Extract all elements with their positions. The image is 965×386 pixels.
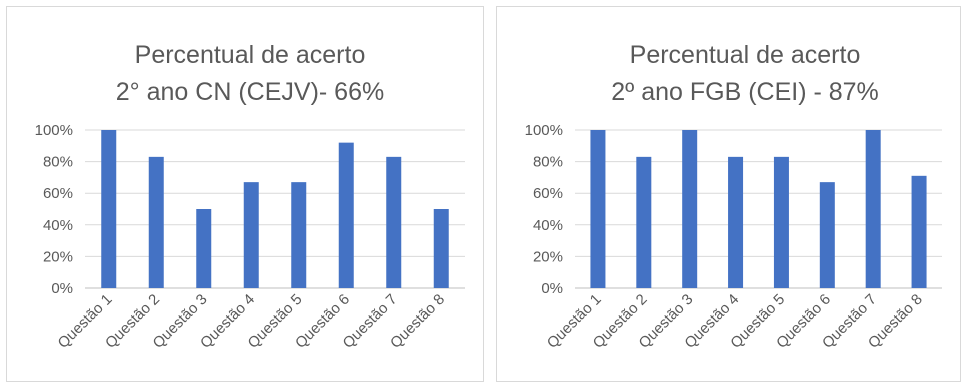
bar-8 (433, 209, 449, 288)
chart-panel-right: Percentual de acerto 2º ano FGB (CEI) - 8… (496, 6, 961, 382)
chart-title-line-1: Percentual de acerto (630, 41, 861, 69)
y-tick-label: 0% (541, 280, 563, 297)
bar-8 (911, 175, 927, 288)
bar-4 (728, 156, 744, 288)
y-tick-label: 100% (525, 122, 563, 139)
bar-3 (682, 130, 698, 288)
y-tick-label: 80% (533, 154, 563, 171)
y-tick-label: 100% (35, 122, 73, 139)
y-tick-label: 0% (51, 280, 73, 297)
bar-1 (101, 130, 117, 288)
bar-3 (196, 209, 212, 288)
chart-title-line-1: Percentual de acerto (135, 41, 366, 69)
bar-4 (243, 182, 259, 288)
bar-6 (819, 182, 835, 288)
y-tick-label: 20% (43, 248, 73, 265)
bar-7 (865, 130, 881, 288)
y-tick-label: 40% (43, 217, 73, 234)
y-tick-label: 40% (533, 217, 563, 234)
y-tick-label: 60% (43, 185, 73, 202)
chart-left: Percentual de acerto 2° ano CN (CEJV)- 66… (35, 41, 465, 352)
bar-1 (590, 130, 606, 288)
bar-7 (386, 156, 402, 288)
bar-2 (636, 156, 652, 288)
chart-panel-left: Percentual de acerto 2° ano CN (CEJV)- 66… (6, 6, 484, 382)
chart-title-line-2: 2° ano CN (CEJV)- 66% (116, 78, 384, 106)
chart-title-line-2: 2º ano FGB (CEI) - 87% (611, 78, 879, 106)
y-tick-label: 20% (533, 248, 563, 265)
bar-2 (148, 156, 164, 288)
y-tick-label: 80% (43, 154, 73, 171)
chart-right: Percentual de acerto 2º ano FGB (CEI) - 8… (525, 41, 942, 352)
bar-5 (773, 156, 789, 288)
y-tick-label: 60% (533, 185, 563, 202)
bar-6 (338, 142, 354, 288)
bar-5 (291, 182, 307, 288)
